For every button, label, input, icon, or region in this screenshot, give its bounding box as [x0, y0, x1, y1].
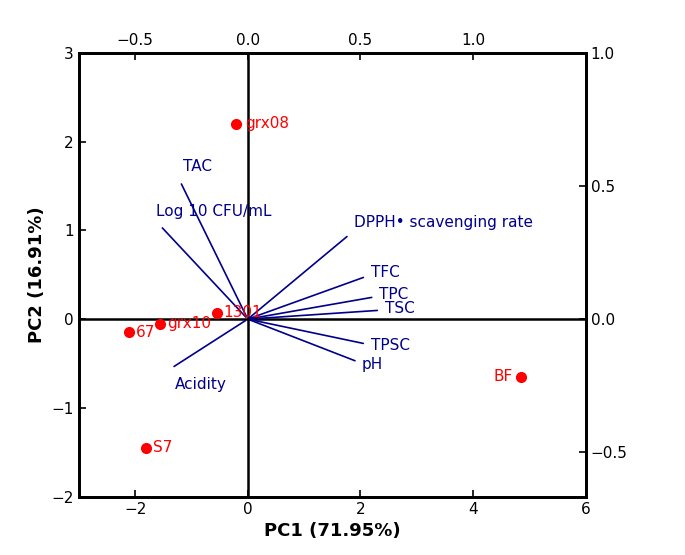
Text: grx10: grx10 — [167, 316, 211, 331]
Text: TAC: TAC — [183, 159, 212, 174]
Text: S7: S7 — [153, 440, 173, 456]
Text: DPPH• scavenging rate: DPPH• scavenging rate — [353, 215, 533, 230]
Text: TSC: TSC — [384, 301, 414, 316]
Text: Acidity: Acidity — [175, 377, 227, 392]
Text: 67: 67 — [136, 325, 155, 340]
X-axis label: PC1 (71.95%): PC1 (71.95%) — [264, 522, 401, 540]
Text: Log 10 CFU/mL: Log 10 CFU/mL — [156, 204, 271, 219]
Text: TFC: TFC — [371, 265, 399, 280]
Text: TPSC: TPSC — [371, 338, 410, 354]
Y-axis label: PC2 (16.91%): PC2 (16.91%) — [28, 206, 46, 343]
Text: pH: pH — [362, 357, 384, 372]
Text: 1301: 1301 — [223, 305, 262, 320]
Text: BF: BF — [493, 369, 512, 385]
Text: grx08: grx08 — [245, 116, 289, 132]
Text: TPC: TPC — [379, 287, 408, 302]
